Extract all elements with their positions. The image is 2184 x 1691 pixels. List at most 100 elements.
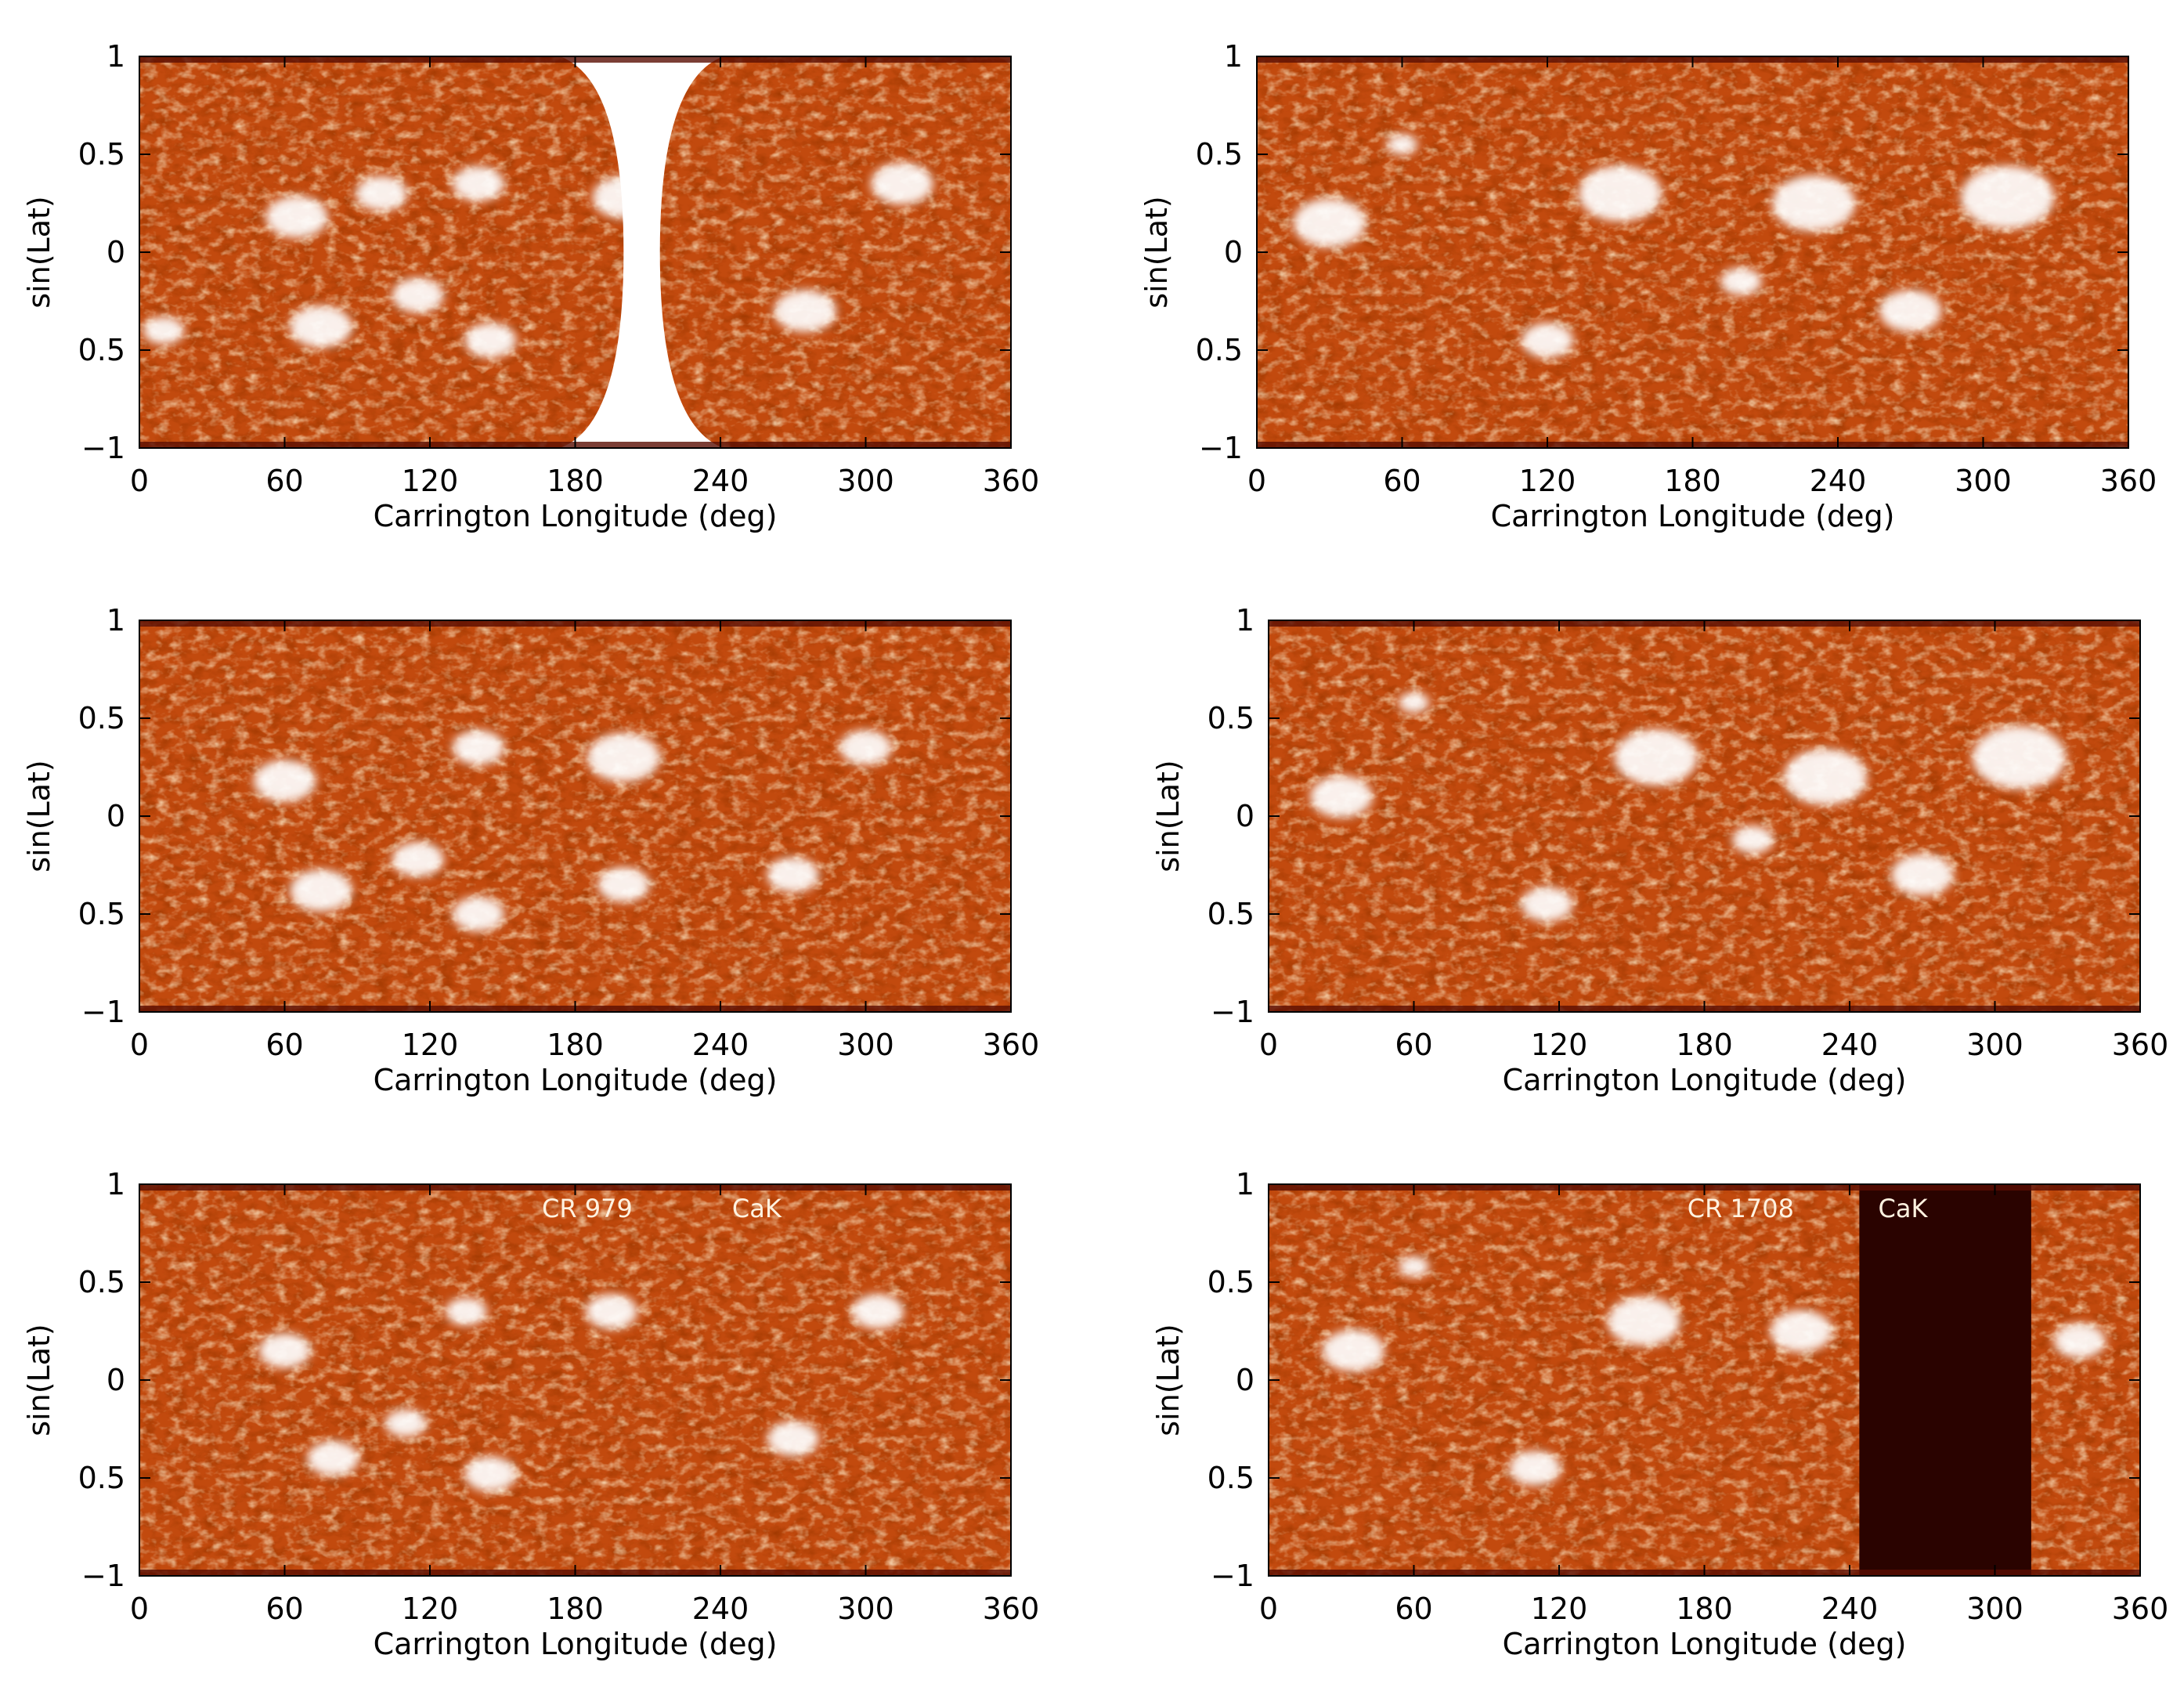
x-tick-label: 0 [130,464,149,498]
bright-texture [1269,620,2140,1012]
panel-top-right: 0 60 120 180 240 300 360 1 0.5 0 0.5 −1 Carrington L… [1139,39,2157,533]
synoptic-map [1269,1184,2140,1576]
bright-region [597,867,650,902]
bright-region [1398,1256,1430,1277]
y-tick-label: 0 [1236,799,1254,833]
missing-data-gap [560,56,724,448]
x-tick-label: 0 [1259,1028,1278,1062]
bright-region [1770,1310,1833,1353]
x-tick-label: 360 [983,1028,1040,1062]
x-tick-label: 60 [265,1592,303,1626]
bright-region [1960,165,2055,229]
bright-region [587,732,661,782]
x-axis-title: Carrington Longitude (deg) [374,1063,778,1097]
x-axis-title: Carrington Longitude (deg) [1491,499,1895,533]
bright-region [1731,826,1774,854]
bright-texture [139,620,1011,1012]
y-tick-label: 0.5 [1208,1265,1254,1299]
y-tick-label: −1 [1211,1559,1254,1593]
synoptic-map [1257,56,2128,448]
bright-region [1508,1451,1561,1486]
x-tick-label: 360 [2112,1592,2169,1626]
x-tick-label: 300 [837,1592,894,1626]
y-tick-label: 1 [106,1167,125,1201]
bright-region [452,166,505,201]
x-tick-label: 240 [692,1028,749,1062]
y-tick-label: −1 [81,1559,125,1593]
bright-region [1386,134,1418,155]
x-tick-label: 240 [692,1592,749,1626]
y-axis-title: sin(Lat) [1151,1324,1186,1436]
x-tick-label: 300 [1966,1028,2023,1062]
panel-top-left: 0 60 120 180 240 300 360 1 0.5 0 0.5 −1 Carrington L… [22,39,1039,533]
map-annotation: CaK [1879,1194,1929,1223]
bright-region [1783,749,1868,805]
x-axis-title: Carrington Longitude (deg) [1503,1063,1907,1097]
panel-bottom-right: 0 60 120 180 240 300 360 1 0.5 0 0.5 −1 Carrington L… [1151,1167,2168,1661]
bright-region [1398,692,1430,714]
bright-region [445,1297,488,1326]
x-tick-label: 180 [1676,1028,1733,1062]
x-axis-title: Carrington Longitude (deg) [374,1627,778,1661]
x-tick-label: 60 [265,464,303,498]
bright-region [1322,1329,1385,1372]
synoptic-map [1269,620,2140,1012]
bright-region [258,1333,311,1368]
x-tick-label: 0 [1247,464,1266,498]
y-tick-label: −1 [81,431,125,465]
bright-region [1879,290,1942,332]
x-tick-label: 300 [837,464,894,498]
bright-region [1521,323,1574,358]
bright-region [289,869,352,912]
bright-region [253,760,316,802]
bright-region [289,305,352,348]
y-tick-label: 1 [1236,1167,1254,1201]
bright-region [839,730,892,765]
y-tick-label: −1 [1211,995,1254,1029]
x-tick-label: 180 [547,464,604,498]
x-axis-title: Carrington Longitude (deg) [1503,1627,1907,1661]
y-tick-label: 0.5 [78,137,125,172]
y-tick-label: 0.5 [78,333,125,367]
x-tick-label: 300 [1955,464,2012,498]
bright-region [1890,854,1954,896]
x-tick-label: 360 [983,1592,1040,1626]
y-tick-label: 0.5 [78,1265,125,1299]
y-tick-label: 1 [106,39,125,74]
y-tick-label: 0.5 [1208,897,1254,931]
x-tick-label: 360 [2100,464,2157,498]
y-tick-label: 1 [1224,39,1243,74]
bright-region [1720,267,1763,296]
y-axis-title: sin(Lat) [1151,760,1186,872]
bright-region [384,1409,427,1437]
bright-region [452,730,505,765]
x-tick-label: 60 [265,1028,303,1062]
bright-region [143,316,185,345]
x-axis-title: Carrington Longitude (deg) [374,499,778,533]
synoptic-map [139,56,1011,448]
bright-region [1521,887,1573,922]
bright-region [1972,725,2067,789]
missing-data-band [1859,1184,2031,1576]
bright-region [1607,1296,1680,1346]
x-tick-label: 180 [547,1592,604,1626]
bright-region [1293,198,1366,248]
bright-region [767,857,820,893]
bright-region [392,841,444,877]
x-tick-label: 60 [1395,1028,1432,1062]
x-tick-label: 240 [692,464,749,498]
y-tick-label: 0.5 [78,1461,125,1495]
bright-region [355,175,408,211]
x-tick-label: 240 [1821,1592,1879,1626]
x-tick-label: 0 [130,1592,149,1626]
x-tick-label: 360 [983,464,1040,498]
x-tick-label: 120 [402,1592,459,1626]
x-tick-label: 120 [402,1028,459,1062]
y-tick-label: 0.5 [1196,333,1243,367]
bright-region [452,896,505,932]
synoptic-map [139,620,1011,1012]
bright-region [1309,775,1373,818]
x-tick-label: 180 [1676,1592,1733,1626]
x-tick-label: 0 [130,1028,149,1062]
